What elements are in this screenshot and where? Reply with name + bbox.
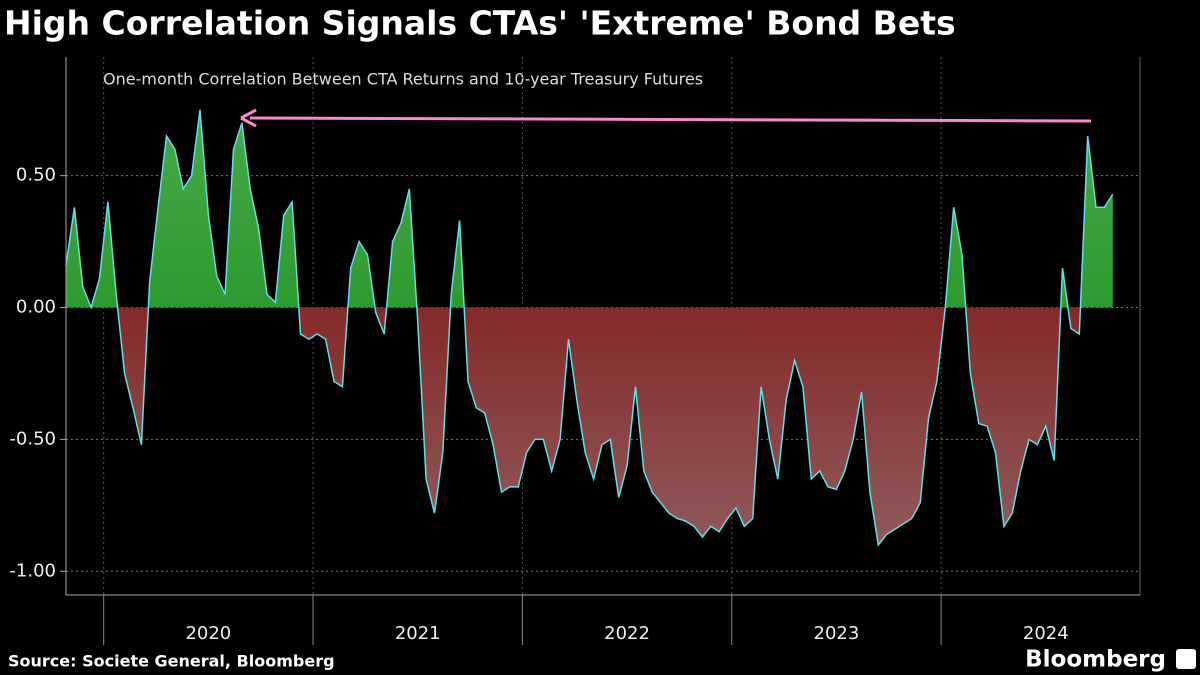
arrow-head xyxy=(240,108,257,128)
brand: Bloomberg xyxy=(1025,647,1166,673)
chart-title: High Correlation Signals CTAs' 'Extreme'… xyxy=(4,4,956,43)
x-tick-label: 2020 xyxy=(185,623,231,644)
y-tick-label: -0.50 xyxy=(9,428,56,449)
area-positive xyxy=(66,109,1113,308)
x-tick-label: 2023 xyxy=(814,623,860,644)
area-negative xyxy=(117,307,1081,545)
y-tick-label: -1.00 xyxy=(9,560,56,581)
y-tick-label: 0.00 xyxy=(16,297,56,318)
annotation-arrow xyxy=(249,116,1092,123)
plot: One-month Correlation Between CTA Return… xyxy=(9,57,1141,645)
x-tick-label: 2022 xyxy=(604,623,650,644)
brand-icon xyxy=(1176,649,1196,669)
subtitle: One-month Correlation Between CTA Return… xyxy=(103,70,703,89)
x-tick-label: 2024 xyxy=(1023,623,1069,644)
x-tick-label: 2021 xyxy=(395,623,441,644)
line xyxy=(65,109,1114,547)
source: Source: Societe General, Bloomberg xyxy=(8,652,335,671)
y-tick-label: 0.50 xyxy=(16,165,56,186)
